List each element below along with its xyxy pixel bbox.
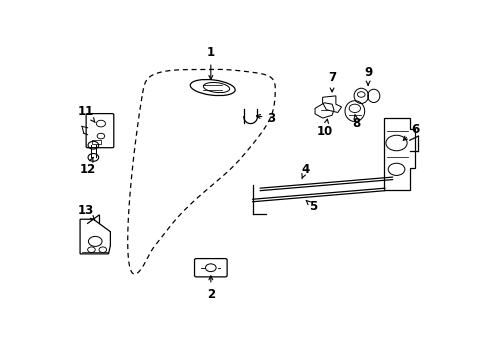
Text: 7: 7: [327, 71, 335, 92]
Text: 13: 13: [78, 204, 95, 220]
Text: 2: 2: [206, 276, 214, 301]
Text: 12: 12: [80, 157, 96, 176]
Text: 10: 10: [316, 119, 332, 138]
Text: 11: 11: [78, 105, 95, 122]
Text: 5: 5: [305, 200, 317, 213]
Text: 4: 4: [301, 163, 309, 179]
Text: 8: 8: [352, 114, 360, 130]
Text: 9: 9: [363, 66, 371, 85]
Text: 1: 1: [206, 46, 214, 79]
Text: 6: 6: [403, 123, 419, 140]
Text: 3: 3: [256, 112, 275, 125]
